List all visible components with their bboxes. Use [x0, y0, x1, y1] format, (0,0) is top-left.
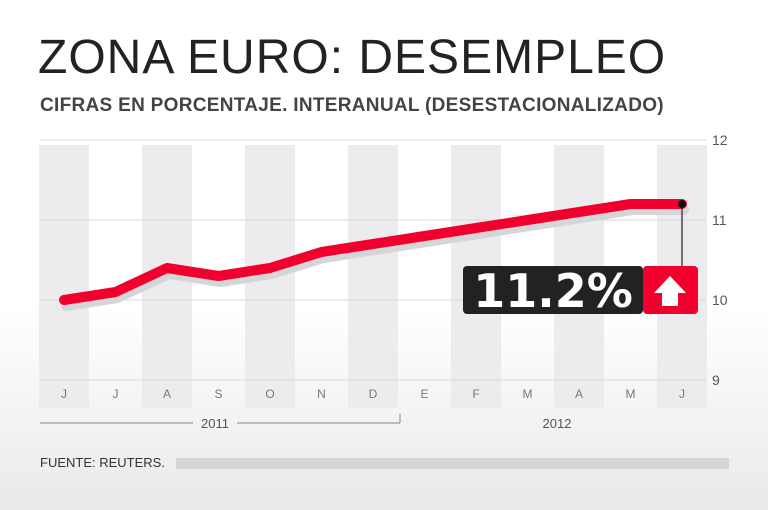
x-tick-label: O	[265, 387, 274, 401]
series-line	[59, 199, 687, 305]
annotation-dot	[678, 200, 686, 208]
x-tick-label: M	[523, 387, 533, 401]
column-stripe	[348, 145, 398, 408]
source-note: FUENTE: REUTERS.	[40, 455, 165, 470]
x-tick-label: E	[420, 387, 428, 401]
value-badge-label: 11.2%	[473, 264, 633, 318]
x-tick-label: A	[163, 387, 171, 401]
y-tick-label: 9	[712, 372, 720, 388]
series-line-shadow	[61, 205, 689, 311]
y-tick-label: 10	[712, 292, 728, 308]
x-tick-label: M	[626, 387, 636, 401]
year-label: 2012	[543, 416, 572, 431]
x-tick-label: J	[113, 387, 119, 401]
chart-subtitle: CIFRAS EN PORCENTAJE. INTERANUAL (DESEST…	[40, 95, 664, 116]
x-tick-label: J	[679, 387, 685, 401]
chart-title: ZONA EURO: DESEMPLEO	[38, 31, 667, 84]
column-stripe	[39, 145, 89, 408]
year-label: 2011	[201, 416, 229, 431]
x-tick-label: J	[61, 387, 67, 401]
y-tick-label: 11	[712, 212, 727, 228]
x-tick-label: D	[369, 387, 378, 401]
footer-bar	[176, 458, 729, 469]
x-tick-label: S	[214, 387, 222, 401]
x-tick-label: A	[575, 387, 583, 401]
x-tick-label: F	[472, 387, 479, 401]
y-tick-label: 12	[712, 132, 728, 148]
value-badge	[463, 266, 643, 314]
x-tick-label: N	[317, 387, 326, 401]
arrow-up-icon	[654, 276, 686, 306]
